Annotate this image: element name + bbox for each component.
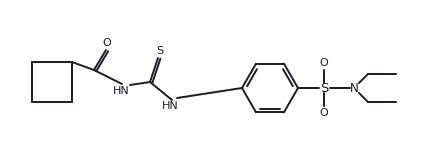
Text: O: O <box>320 58 328 68</box>
Text: S: S <box>156 46 164 56</box>
Text: S: S <box>320 81 328 94</box>
Text: N: N <box>350 81 358 94</box>
Text: O: O <box>320 108 328 118</box>
Text: HN: HN <box>162 101 179 111</box>
Text: O: O <box>103 38 111 48</box>
Text: HN: HN <box>113 86 130 96</box>
